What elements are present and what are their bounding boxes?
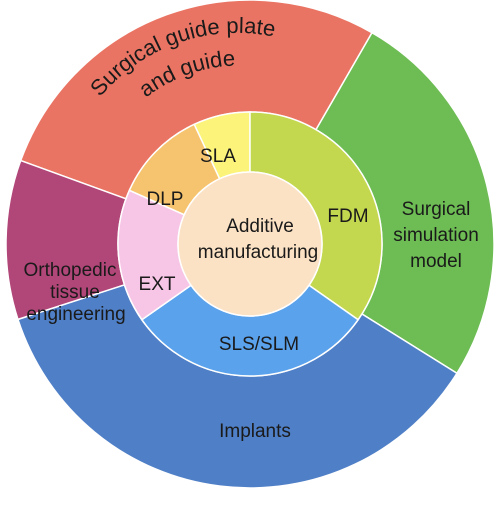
- outer-label-ortho-line3: engineering: [26, 304, 125, 325]
- inner-label-sls-slm: SLS/SLM: [219, 334, 299, 355]
- inner-label-fdm: FDM: [327, 206, 368, 227]
- outer-label-sim-line1: Surgical: [402, 199, 471, 220]
- center-label-line2: manufacturing: [198, 242, 318, 263]
- center-label-line1: Additive: [226, 216, 294, 237]
- outer-label-sim-line3: model: [410, 251, 462, 272]
- center-circle: [177, 171, 323, 317]
- inner-label-sla: SLA: [200, 146, 236, 167]
- inner-label-dlp: DLP: [147, 189, 184, 210]
- inner-label-ext: EXT: [139, 274, 176, 295]
- outer-label-ortho-line2: tissue: [50, 282, 100, 303]
- outer-label-implants: Implants: [219, 421, 291, 442]
- outer-label-sim-line2: simulation: [393, 225, 479, 246]
- outer-label-ortho-line1: Orthopedic: [24, 260, 117, 281]
